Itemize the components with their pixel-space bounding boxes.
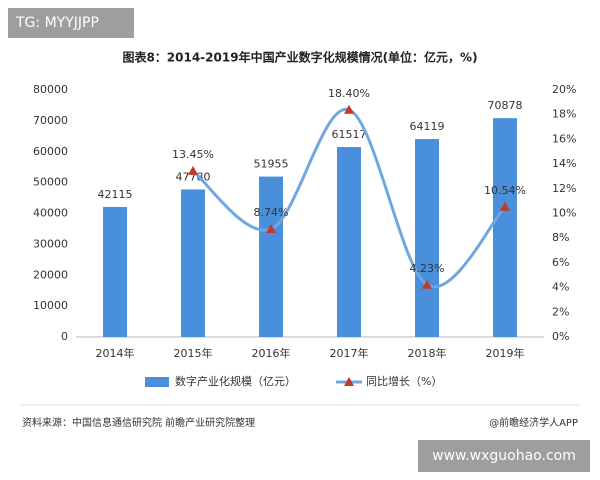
bar: [337, 147, 361, 337]
bar: [415, 139, 439, 337]
line-marker: [188, 165, 198, 175]
y2-tick-label: 18%: [552, 108, 576, 121]
y-tick-label: 60000: [33, 145, 68, 158]
y2-tick-label: 12%: [552, 182, 576, 195]
x-tick-label: 2016年: [252, 346, 291, 360]
bar-value-label: 70878: [488, 99, 523, 112]
x-tick-label: 2015年: [174, 346, 213, 360]
line-marker: [422, 279, 432, 289]
y2-tick-label: 8%: [552, 231, 569, 244]
y-tick-label: 50000: [33, 176, 68, 189]
y-tick-label: 80000: [33, 83, 68, 96]
legend-label: 数字产业化规模（亿元）: [175, 374, 296, 388]
line-marker: [266, 224, 276, 234]
bar-value-label: 64119: [410, 120, 445, 133]
x-tick-label: 2019年: [486, 346, 525, 360]
overlay-box: [418, 440, 590, 472]
y-tick-label: 20000: [33, 268, 68, 281]
line-marker: [344, 104, 354, 114]
y-tick-label: 30000: [33, 237, 68, 250]
legend-label: 同比增长（%）: [366, 374, 442, 388]
chart-title: 图表8：2014-2019年中国产业数字化规模情况(单位：亿元，%): [122, 50, 477, 65]
credit: @前瞻经济学人APP: [489, 416, 578, 429]
y2-tick-label: 4%: [552, 281, 569, 294]
line-value-label: 8.74%: [254, 206, 289, 219]
bar: [259, 176, 283, 337]
x-tick-label: 2014年: [96, 346, 135, 360]
bar: [181, 189, 205, 337]
y2-tick-label: 2%: [552, 305, 569, 318]
x-tick-label: 2017年: [330, 346, 369, 360]
y2-tick-label: 0%: [552, 330, 569, 343]
y-tick-label: 0: [61, 330, 68, 343]
y2-tick-label: 16%: [552, 132, 576, 145]
source: 资料来源：中国信息通信研究院 前瞻产业研究院整理: [22, 416, 255, 429]
legend-marker: [344, 377, 354, 386]
y-tick-label: 10000: [33, 299, 68, 312]
bar: [103, 206, 127, 337]
bar-value-label: 51955: [254, 158, 289, 171]
y2-tick-label: 10%: [552, 207, 576, 220]
y-tick-label: 70000: [33, 114, 68, 127]
x-tick-label: 2018年: [408, 346, 447, 360]
y2-tick-label: 20%: [552, 83, 576, 96]
line-marker: [500, 201, 510, 211]
overlay-box: [8, 8, 134, 38]
line-value-label: 4.23%: [410, 262, 445, 275]
bar: [493, 118, 517, 337]
line-value-label: 13.45%: [172, 148, 214, 161]
y2-tick-label: 6%: [552, 256, 569, 269]
y2-tick-label: 14%: [552, 157, 576, 170]
line-value-label: 18.40%: [328, 87, 370, 100]
overlay-text: TG: MYYJJPP: [15, 15, 99, 31]
legend-swatch: [145, 377, 169, 387]
overlay-text: www.wxguohao.com: [432, 448, 576, 464]
bar-value-label: 61517: [332, 128, 367, 141]
y-tick-label: 40000: [33, 207, 68, 220]
line-value-label: 10.54%: [484, 184, 526, 197]
bar-value-label: 42115: [98, 188, 133, 201]
